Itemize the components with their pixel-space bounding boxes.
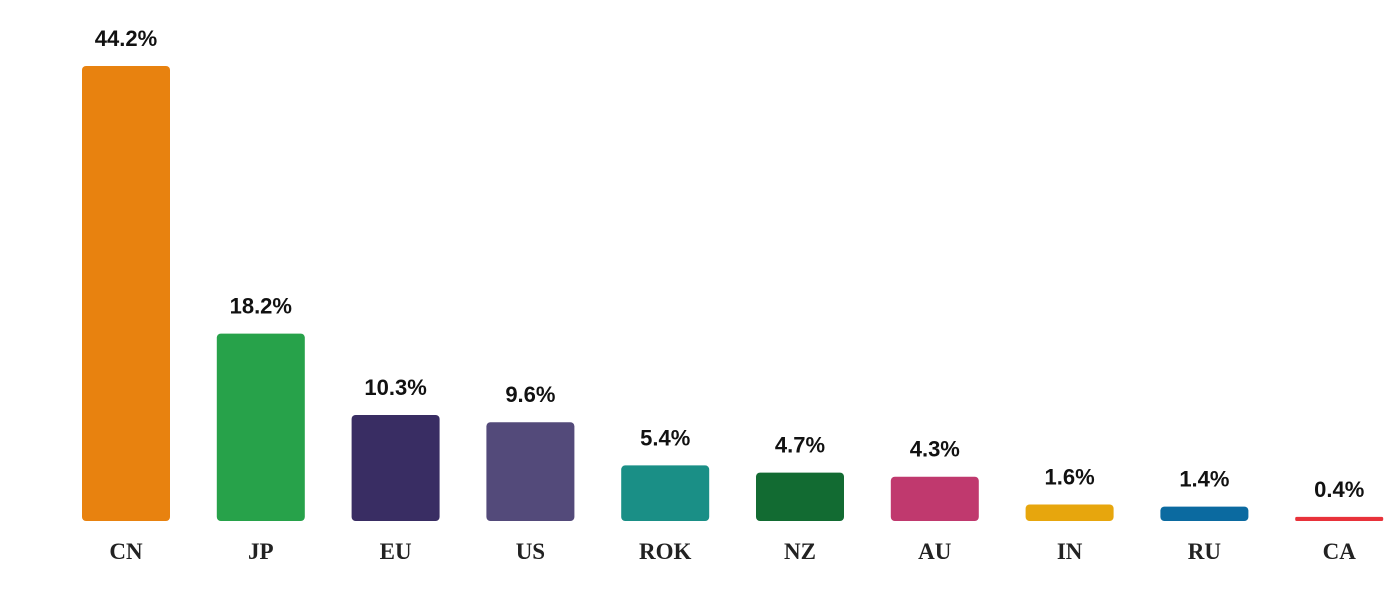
value-label-ru: 1.4% [1179, 467, 1229, 492]
value-label-ca: 0.4% [1314, 477, 1364, 502]
value-label-au: 4.3% [910, 437, 960, 462]
value-label-us: 9.6% [505, 382, 555, 407]
category-label-nz: NZ [784, 539, 816, 564]
bar-in [1025, 504, 1114, 521]
category-label-ru: RU [1188, 539, 1222, 564]
value-label-in: 1.6% [1045, 465, 1095, 490]
bar-us [486, 422, 575, 521]
bar-au [890, 476, 979, 521]
category-label-jp: JP [248, 539, 274, 564]
category-label-eu: EU [380, 539, 412, 564]
category-label-cn: CN [109, 539, 143, 564]
category-label-us: US [516, 539, 545, 564]
bar-nz [756, 472, 844, 521]
bar-eu [351, 415, 440, 521]
value-labels-group: 44.2% 18.2% 10.3% 9.6% 5.4% 4.7% 4.3% 1.6% 1.4% 0… [95, 26, 1364, 502]
bar-jp [216, 333, 305, 521]
value-label-rok: 5.4% [640, 425, 690, 450]
bar-rok [621, 465, 710, 521]
value-label-eu: 10.3% [364, 375, 426, 400]
category-label-rok: ROK [639, 539, 692, 564]
bars-group [82, 66, 1384, 521]
bar-cn [82, 66, 170, 521]
value-label-cn: 44.2% [95, 26, 157, 51]
category-label-ca: CA [1323, 539, 1357, 564]
category-labels-group: CN JP EU US ROK NZ AU IN RU CA [109, 539, 1356, 564]
value-label-jp: 18.2% [230, 294, 292, 319]
value-label-nz: 4.7% [775, 433, 825, 458]
bar-ca [1295, 516, 1384, 521]
category-label-in: IN [1057, 539, 1083, 564]
category-label-au: AU [918, 539, 952, 564]
bar-ru [1160, 506, 1249, 521]
